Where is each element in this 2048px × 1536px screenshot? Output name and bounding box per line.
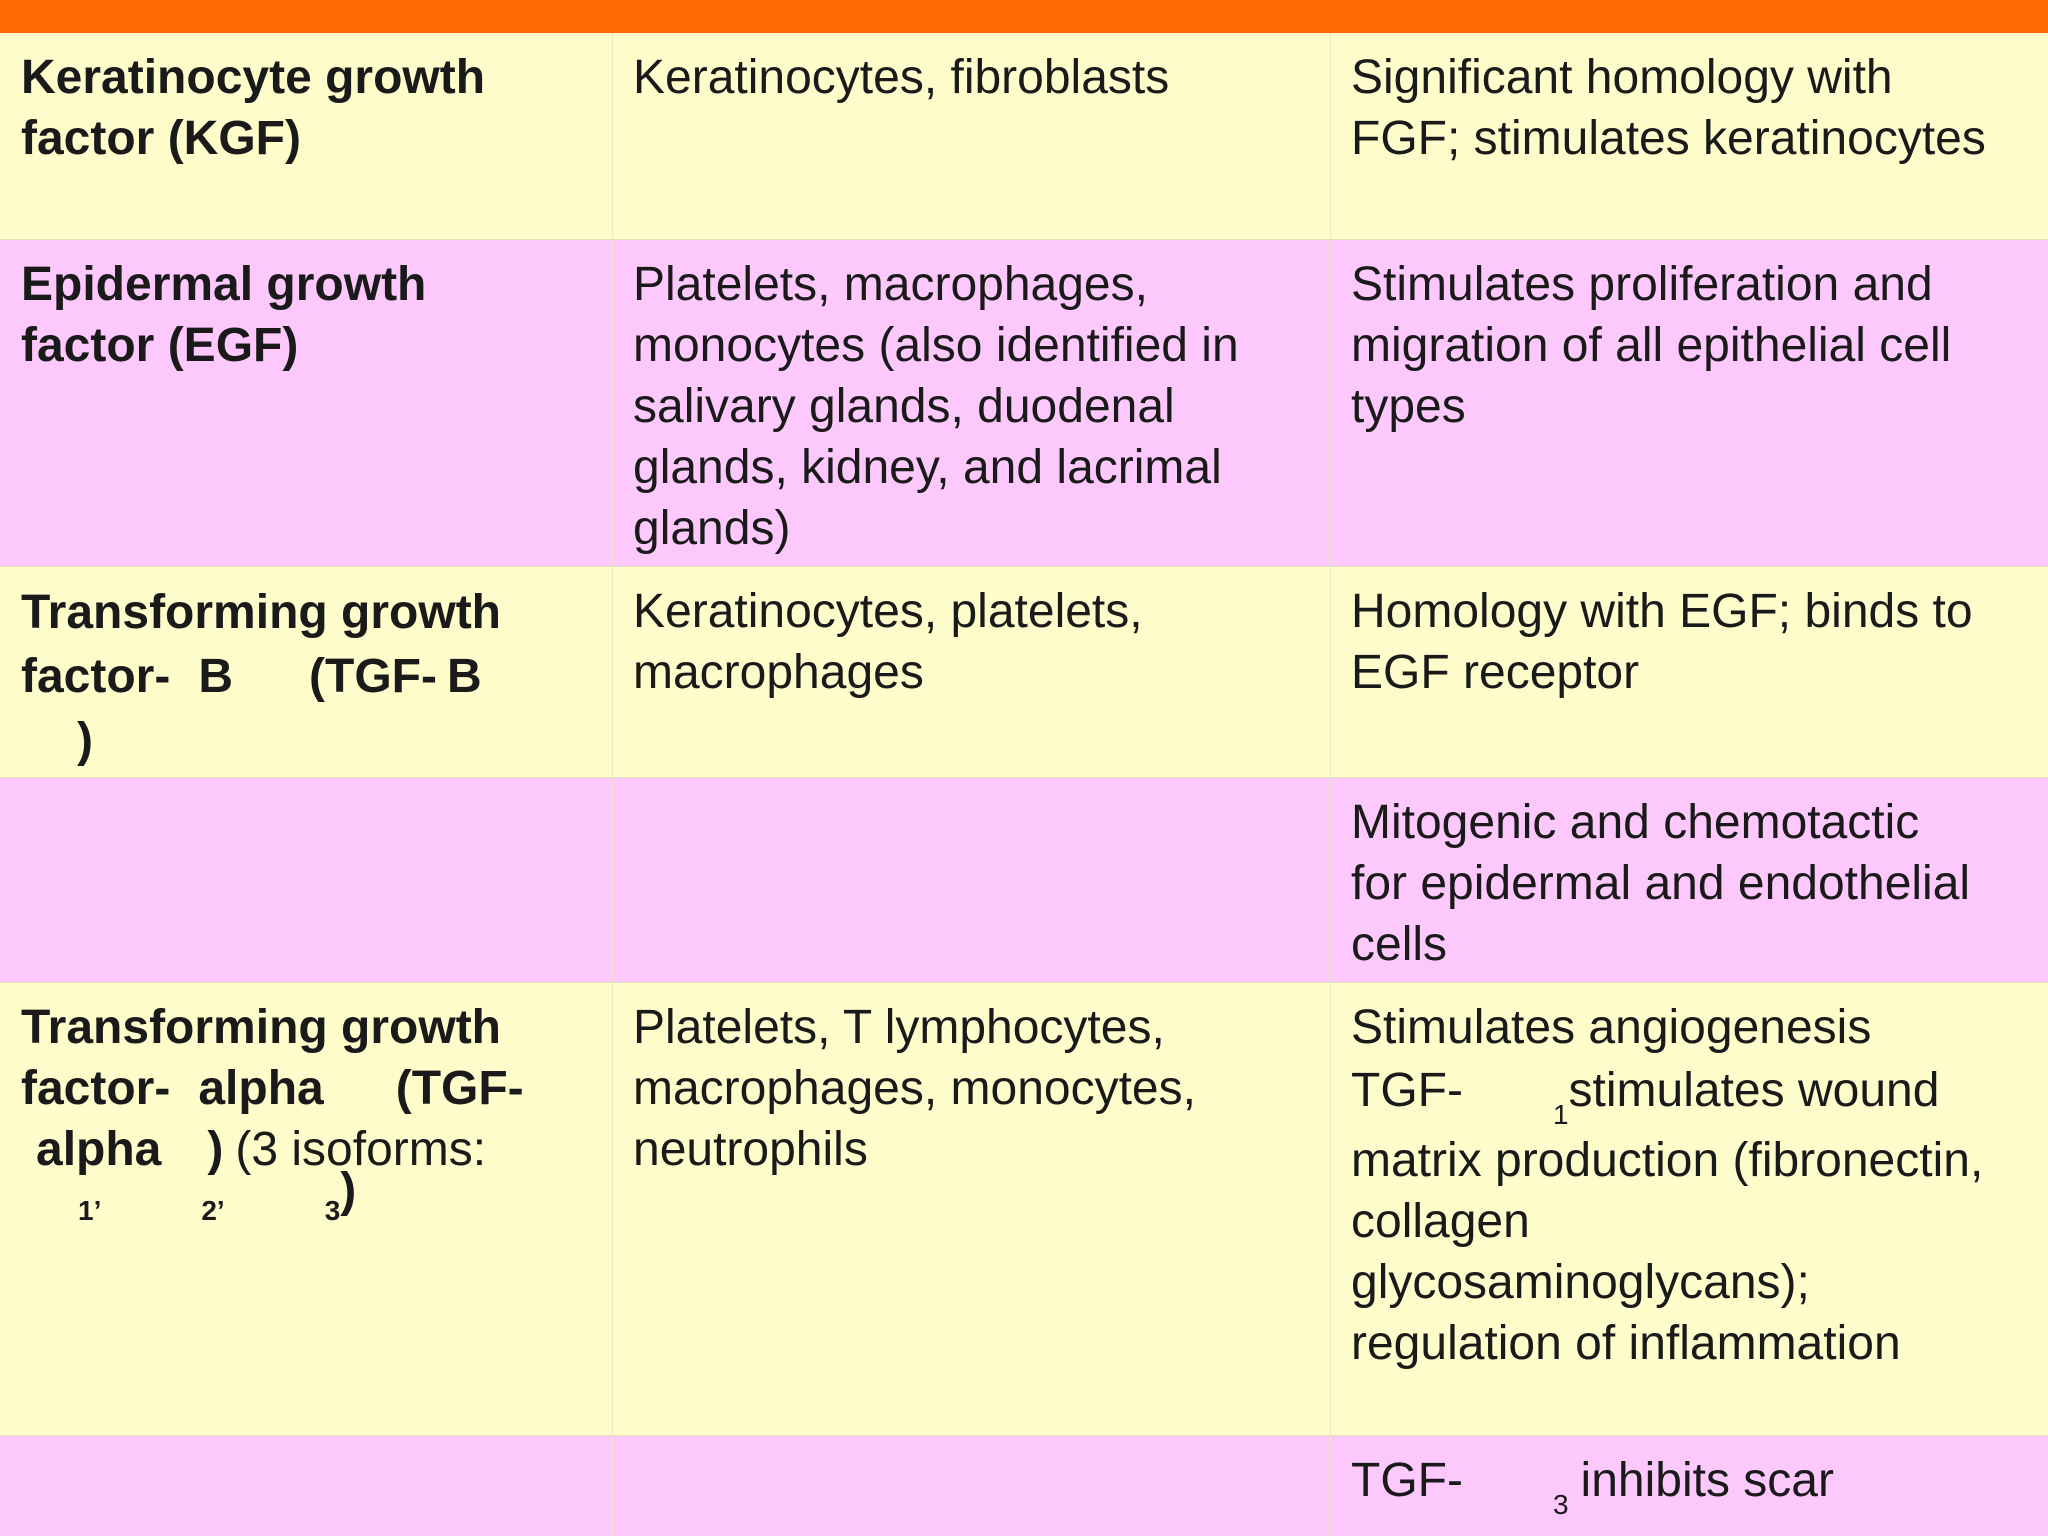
cell-source: Keratinocytes, fibroblasts xyxy=(633,51,1170,104)
function-description: Mitogenic and chemotactic for epidermal … xyxy=(1351,796,1971,971)
cell-source: Platelets, T lymphocytes, macrophages, m… xyxy=(633,1001,1196,1176)
cell-source: Keratinocytes, platelets, macrophages xyxy=(633,585,1143,699)
growth-factor-name xyxy=(0,1436,612,1536)
table-row: TGF- 3 inhibits scar xyxy=(0,1436,2048,1536)
function-description: Stimulates angiogenesis TGF- 1stimulates … xyxy=(1351,1001,1984,1370)
growth-factor-name: Transforming growth factor- B (TGF- B ) xyxy=(21,586,501,767)
column-divider xyxy=(1330,33,1331,1536)
function-description: Significant homology with FGF; stimulate… xyxy=(1351,51,1986,165)
cell-source xyxy=(612,1436,1330,1536)
table-row: Keratinocyte growth factor (KGF) Keratin… xyxy=(0,33,2048,240)
growth-factor-name xyxy=(0,778,612,982)
column-divider xyxy=(612,33,613,1536)
function-description: Homology with EGF; binds to EGF receptor xyxy=(1351,585,1973,699)
table-row: Transforming growth factor-alpha (TGF- al… xyxy=(0,983,2048,1436)
cell-source: Platelets, macrophages, monocytes (also … xyxy=(633,258,1239,555)
header-bar xyxy=(0,0,2048,33)
table-row: Epidermal growth factor (EGF) Platelets,… xyxy=(0,240,2048,567)
table-row: Mitogenic and chemotactic for epidermal … xyxy=(0,778,2048,983)
growth-factor-name: Epidermal growth factor (EGF) xyxy=(21,258,427,372)
table-row: Transforming growth factor- B (TGF- B ) Ker… xyxy=(0,567,2048,778)
function-description: Stimulates proliferation and migration o… xyxy=(1351,258,1952,433)
cell-source xyxy=(612,778,1330,982)
growth-factor-name: Transforming growth factor-alpha (TGF- al… xyxy=(21,1001,524,1226)
growth-factor-name: Keratinocyte growth factor (KGF) xyxy=(21,51,486,165)
function-description: TGF- 3 inhibits scar xyxy=(1351,1454,1834,1520)
